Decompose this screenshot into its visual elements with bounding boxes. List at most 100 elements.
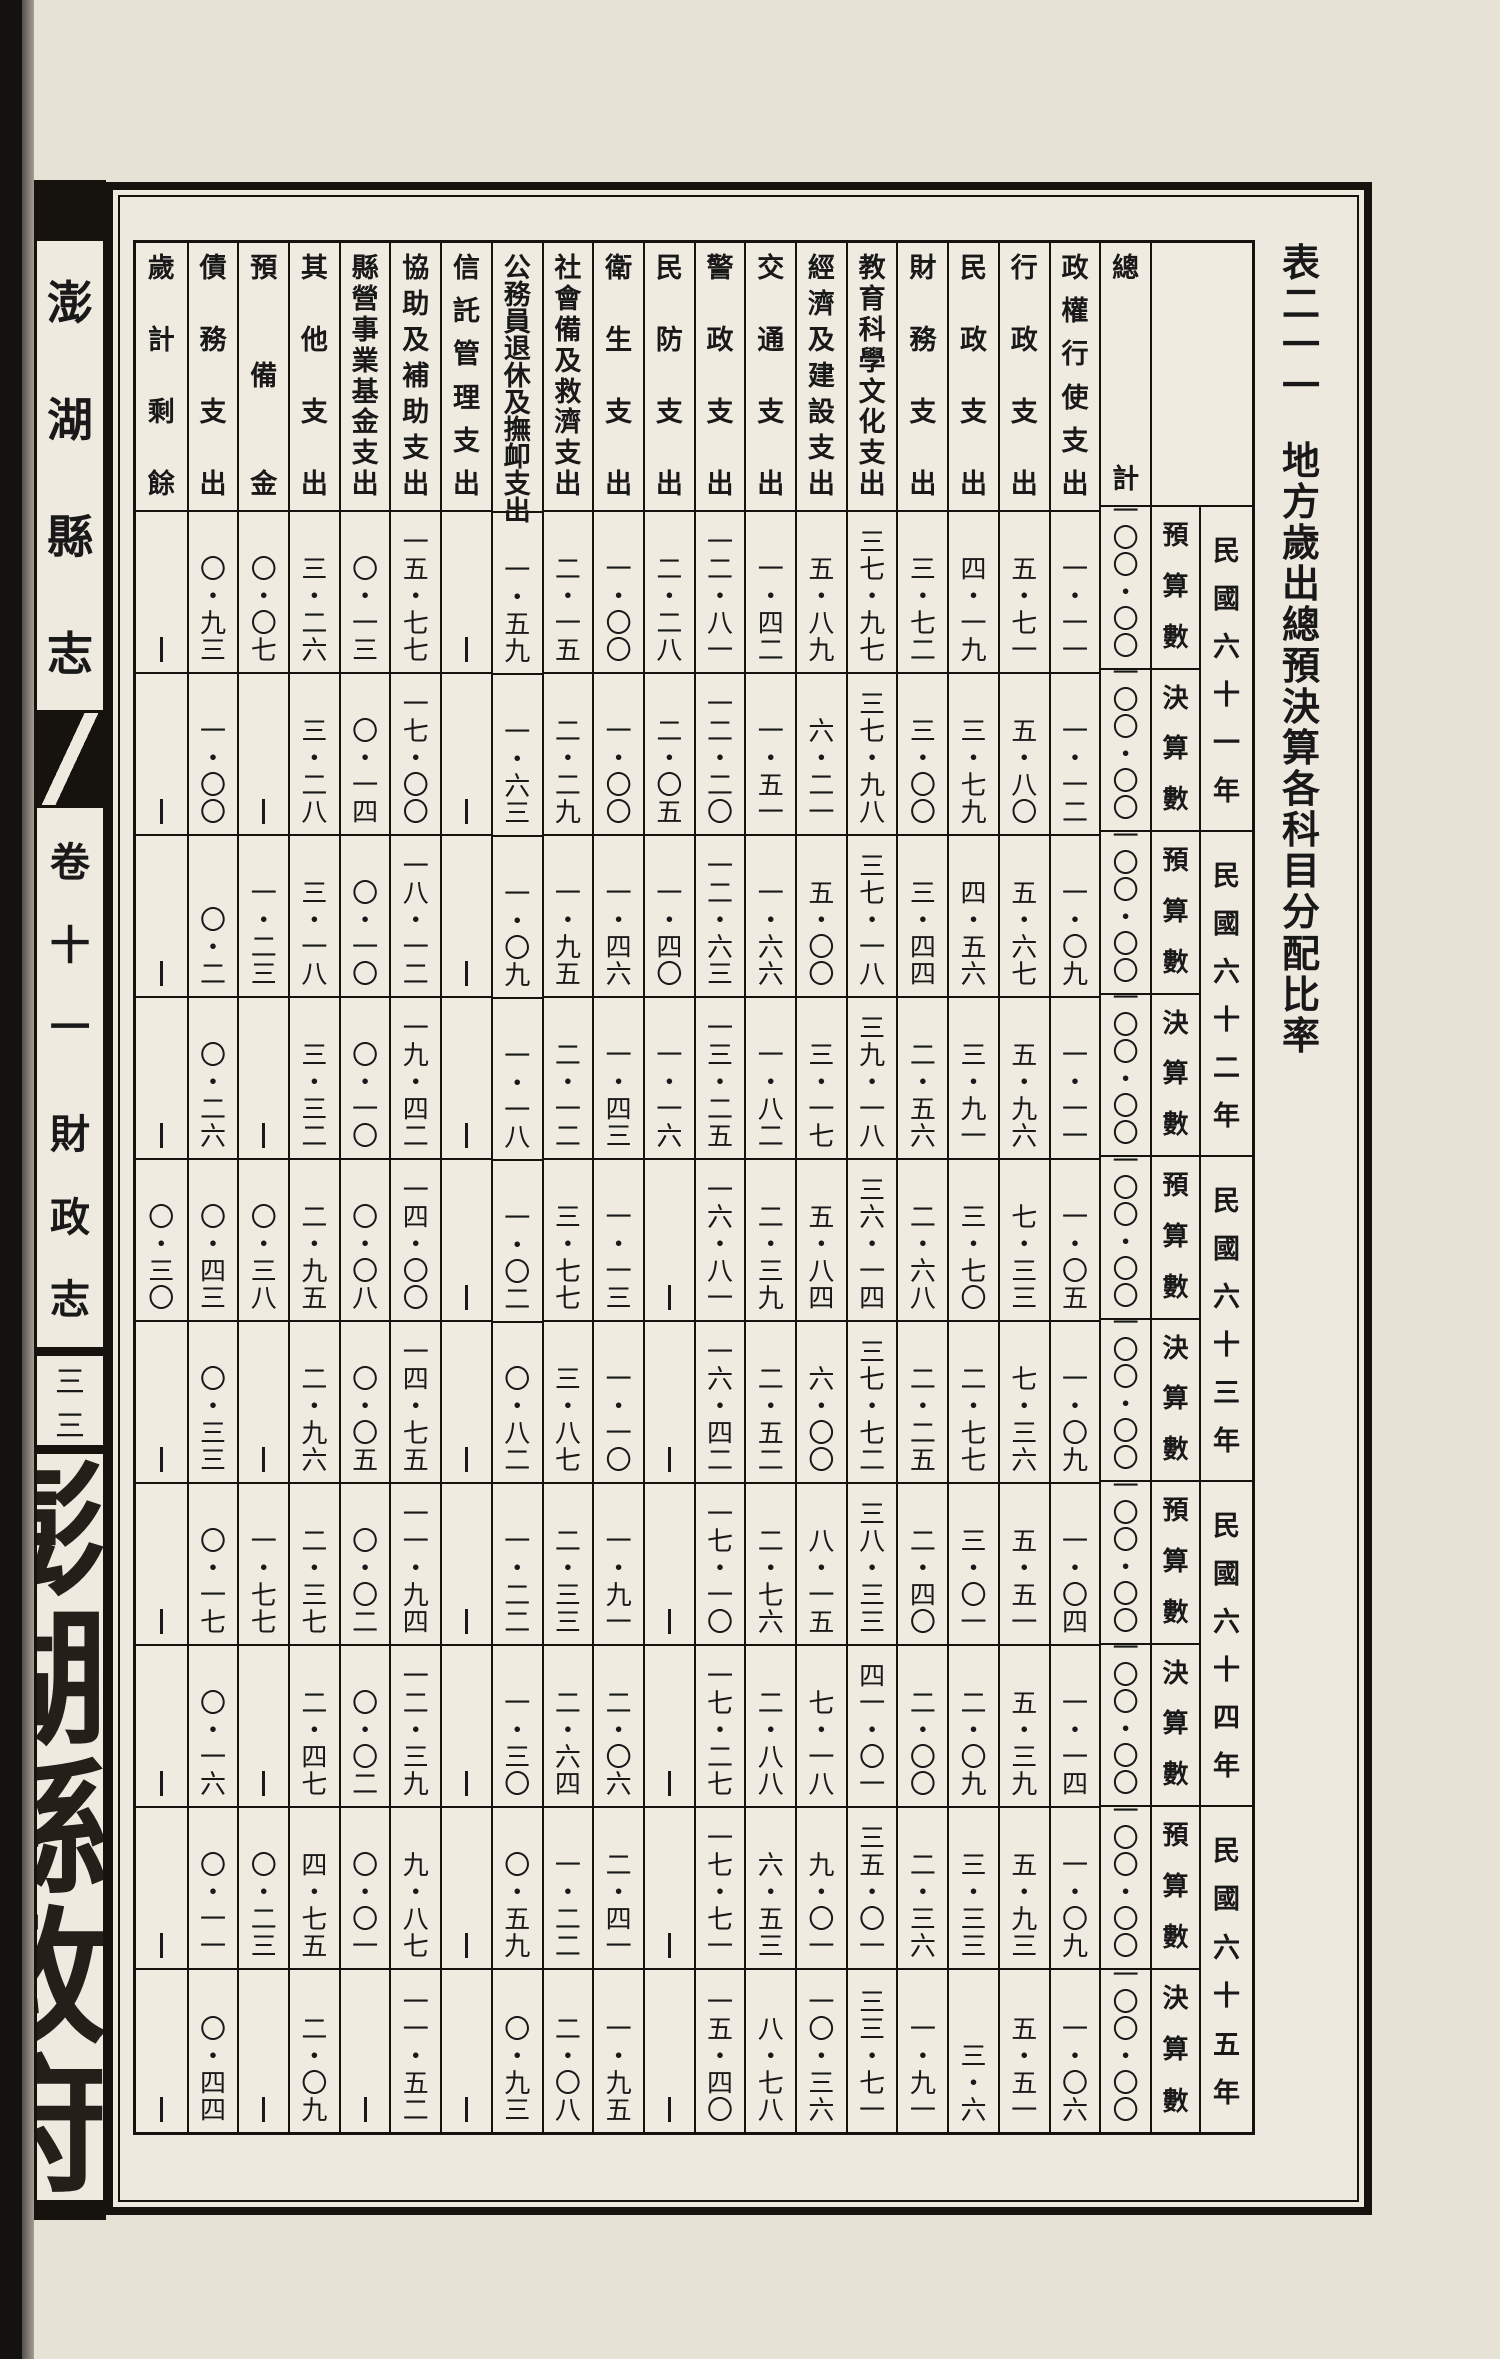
category-column: 歲計剩餘〇・三〇 (135, 243, 187, 2132)
value-cell: 五・六七 (999, 836, 1049, 999)
value-cell: 一・〇九 (1050, 1808, 1100, 1971)
value-cell (239, 1970, 288, 2132)
budget-type-label: 決算數 (1162, 1983, 1189, 2117)
value-cell (442, 1646, 491, 1809)
volume-title-tab: 卷十一財政志 (34, 805, 106, 1350)
value-cell: 三七・九八 (847, 674, 897, 837)
value-cell: 一二・八一 (695, 512, 745, 675)
value-cell: 一・一一 (1050, 512, 1100, 675)
category-column: 信託管理支出 (440, 243, 491, 2132)
value-cell: 三・二八 (290, 674, 339, 837)
value-cell: 三七・一八 (847, 836, 897, 999)
budget-ratio-table: 民國六十一年民國六十二年民國六十三年民國六十四年民國六十五年預算數決算數預算數決… (133, 240, 1255, 2135)
value-cell: 一〇・三六 (808, 1988, 835, 2126)
value-cell: 一・〇六 (1061, 2015, 1088, 2126)
value-cell: 一・七七 (239, 1484, 289, 1647)
value-cell: 五・三九 (999, 1646, 1049, 1809)
empty-value-dash (159, 961, 163, 987)
value-cell: 一・三〇 (492, 1646, 542, 1809)
value-cell: 一・九一 (594, 1484, 643, 1647)
empty-value-dash (667, 1447, 671, 1473)
value-cell: 二・六八 (898, 1160, 948, 1323)
value-cell: 一一・五二 (402, 1988, 429, 2126)
category-column: 行政支出五・七一五・八〇五・六七五・九六七・三三七・三六五・五一五・三九五・九三… (997, 243, 1049, 2132)
value-cell: 二・九五 (290, 1160, 339, 1323)
category-header: 教育科學文化支出 (847, 243, 897, 513)
value-cell: 〇・一四 (340, 674, 390, 837)
empty-value-dash (262, 1123, 266, 1149)
value-cell: 一・四六 (594, 836, 643, 999)
value-cell: 二・一五 (543, 512, 593, 675)
value-cell (341, 1970, 390, 2132)
year-label: 民國六十三年 (1201, 1157, 1252, 1482)
value-cell: 二・四〇 (898, 1484, 948, 1647)
category-header: 民防支出 (644, 243, 694, 513)
value-cell: 九・八七 (391, 1808, 441, 1971)
value-cell: 〇・〇二 (340, 1646, 390, 1809)
value-cell: 二・〇八 (554, 2015, 581, 2126)
value-cell: 三三・七一 (859, 1988, 886, 2126)
value-cell: 三・七九 (949, 674, 998, 837)
value-cell (644, 1160, 694, 1323)
year-label: 民國六十四年 (1201, 1482, 1252, 1807)
value-cell: 一・〇〇 (594, 512, 643, 675)
value-cell: 〇・〇五 (340, 1322, 390, 1485)
value-cell: 一七・〇〇 (391, 674, 441, 837)
value-cell (442, 512, 491, 675)
empty-value-dash (159, 1771, 163, 1797)
value-cell: 三・九一 (949, 998, 998, 1161)
value-cell: 二・三七 (290, 1484, 339, 1647)
value-cell: 一・九五 (605, 2015, 632, 2126)
value-cell: 三・三二 (290, 998, 339, 1161)
budget-type-label: 決算數 (1152, 1645, 1200, 1807)
value-cell (239, 674, 289, 837)
value-cell: 〇・〇七 (239, 512, 289, 675)
value-cell: 六・五三 (746, 1808, 796, 1971)
value-cell (136, 1970, 187, 2132)
value-cell: 五・九六 (999, 998, 1049, 1161)
value-cell (135, 512, 187, 675)
value-cell: 二・一二 (543, 998, 593, 1161)
year-label: 民國六十一年 (1201, 507, 1252, 832)
value-cell: 三九・一八 (847, 998, 897, 1161)
value-cell: 四・七五 (290, 1808, 339, 1971)
value-cell: 〇・〇一 (340, 1808, 390, 1971)
value-cell: 一七・七一 (695, 1808, 745, 1971)
value-cell (135, 1322, 187, 1485)
value-cell (645, 1970, 694, 2132)
value-cell: 一五・七七 (391, 512, 441, 675)
value-cell: 七・三三 (999, 1160, 1049, 1323)
value-cell: 一〇〇・〇〇 (1101, 823, 1150, 995)
empty-value-dash (465, 799, 468, 825)
category-column: 衛生支出一・〇〇一・〇〇一・四六一・四三一・一三一・一〇一・九一二・〇六二・四一… (592, 243, 643, 2132)
value-cell: 一・六六 (746, 836, 796, 999)
category-header: 警政支出 (695, 243, 745, 513)
category-column: 交通支出一・四二一・五一一・六六一・八二二・三九二・五二二・七六二・八八六・五三… (744, 243, 796, 2132)
value-cell: 三・〇一 (949, 1484, 998, 1647)
value-cell: 〇・〇二 (340, 1484, 390, 1647)
category-header: 社會備及救濟支出 (543, 243, 593, 513)
value-cell (644, 1808, 694, 1971)
value-cell: 一〇〇・〇〇 (1101, 1311, 1150, 1482)
value-cell: 一・二二 (543, 1808, 593, 1971)
category-header: 交通支出 (746, 243, 796, 513)
value-cell: 二・〇〇 (898, 1646, 948, 1809)
value-cell (442, 836, 491, 999)
value-cell: 一・〇二 (492, 1161, 542, 1323)
value-cell: 二・〇六 (594, 1646, 643, 1809)
category-column: 總計一〇〇・〇〇一〇〇・〇〇一〇〇・〇〇一〇〇・〇〇一〇〇・〇〇一〇〇・〇〇一〇… (1099, 243, 1150, 2132)
empty-value-dash (465, 1123, 468, 1149)
value-cell: 〇・一六 (188, 1646, 238, 1809)
empty-value-dash (465, 1609, 468, 1635)
value-cell: 一〇〇・〇〇 (1101, 1798, 1150, 1970)
value-cell: 一・〇〇 (594, 674, 643, 837)
value-cell (442, 1484, 491, 1647)
value-cell: 二・三三 (543, 1484, 593, 1647)
value-cell: 一〇〇・〇〇 (1101, 661, 1150, 832)
value-cell: 一・〇四 (1050, 1484, 1100, 1647)
value-cell: 八・七八 (757, 2015, 784, 2126)
value-cell: 一六・八一 (695, 1160, 745, 1323)
value-cell: 三・三三 (949, 1808, 998, 1971)
value-cell (442, 1970, 491, 2132)
empty-value-dash (159, 2097, 163, 2122)
